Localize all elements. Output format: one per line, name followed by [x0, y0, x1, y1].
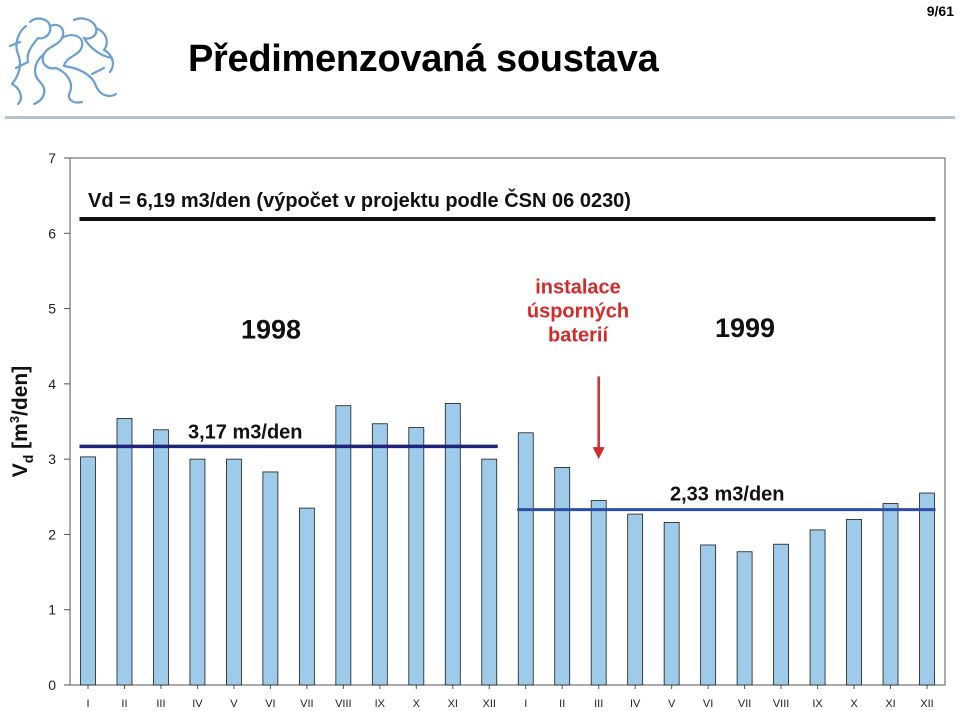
y-axis-label-main: V: [9, 463, 32, 477]
bar: [663, 521, 680, 686]
annotation-text: baterií: [548, 325, 609, 347]
y-tick-label: 7: [48, 150, 56, 166]
x-tick-label: XII: [483, 698, 496, 710]
x-tick-label: XI: [885, 698, 895, 710]
reference-line-label: 3,17 m3/den: [188, 421, 303, 443]
x-tick-label: VI: [265, 698, 275, 710]
x-tick-label: VIII: [335, 698, 352, 710]
bar: [517, 432, 534, 686]
bar: [590, 500, 607, 686]
bar: [262, 471, 279, 686]
bar: [226, 458, 242, 686]
x-tick-label: I: [524, 698, 527, 710]
x-tick-label: I: [86, 698, 89, 710]
y-axis-label-sub: d: [20, 455, 36, 464]
bar: [80, 456, 96, 686]
annotation-text: instalace: [535, 277, 621, 299]
x-tick-label: VII: [300, 698, 313, 710]
bar: [627, 513, 644, 686]
annotation-arrowhead: [592, 447, 605, 460]
bar: [736, 551, 753, 686]
bar: [335, 405, 352, 686]
y-tick-label: 4: [48, 376, 56, 392]
page-title: Předimenzovaná soustava: [188, 38, 659, 80]
x-tick-label: IX: [812, 698, 823, 710]
bar: [481, 458, 498, 686]
reference-line-label: Vd = 6,19 m3/den (výpočet v projektu pod…: [88, 188, 631, 212]
x-tick-label: X: [850, 698, 858, 710]
bar: [846, 518, 862, 686]
bar: [298, 507, 315, 686]
bar: [153, 429, 169, 686]
x-tick-label: IX: [375, 698, 386, 710]
x-tick-label: II: [121, 698, 127, 710]
bar: [773, 543, 789, 686]
x-tick-label: XII: [920, 698, 933, 710]
x-tick-label: III: [594, 698, 603, 710]
y-axis-label-exponent: 3: [7, 416, 22, 423]
x-tick-label: V: [230, 698, 238, 710]
y-tick-label: 2: [48, 526, 56, 542]
y-axis-label-unit-end: /den]: [9, 366, 32, 416]
x-tick-label: X: [413, 698, 421, 710]
y-tick-label: 6: [48, 225, 56, 241]
x-tick-label: IV: [192, 698, 203, 710]
y-tick-label: 3: [48, 451, 56, 467]
bar: [700, 544, 717, 686]
x-tick-label: XI: [448, 698, 458, 710]
university-lion-logo-icon: [8, 17, 118, 106]
x-tick-label: V: [668, 698, 676, 710]
x-tick-label: II: [559, 698, 565, 710]
x-tick-label: VIII: [773, 698, 790, 710]
bar: [189, 458, 206, 686]
x-tick-label: IV: [630, 698, 641, 710]
y-axis-label-unit: [m: [9, 423, 32, 455]
y-axis-label: Vd [m3/den]: [7, 366, 36, 477]
x-tick-label: III: [156, 698, 165, 710]
y-tick-label: 5: [48, 301, 56, 317]
bar: [554, 467, 571, 686]
x-tick-label: VII: [738, 698, 751, 710]
y-tick-label: 1: [48, 602, 56, 618]
annotation-text: úsporných: [527, 301, 629, 323]
page-number: 9/61: [926, 3, 954, 19]
plot-frame: [69, 157, 946, 686]
reference-lines: Vd = 6,19 m3/den (výpočet v projektu pod…: [79, 188, 936, 512]
y-tick-label: 0: [48, 677, 56, 693]
reference-line-label: 2,33 m3/den: [670, 484, 785, 506]
bar: [371, 423, 388, 686]
bar: [116, 418, 133, 686]
bar: [809, 529, 826, 686]
title-divider: [5, 116, 955, 119]
year-label: 1998: [241, 315, 301, 345]
bar: [919, 492, 935, 686]
bar: [444, 403, 461, 686]
bar: [882, 503, 899, 686]
x-tick-label: VI: [703, 698, 713, 710]
bar: [408, 427, 425, 686]
year-label: 1999: [715, 313, 775, 343]
chart-bars: [80, 403, 935, 686]
